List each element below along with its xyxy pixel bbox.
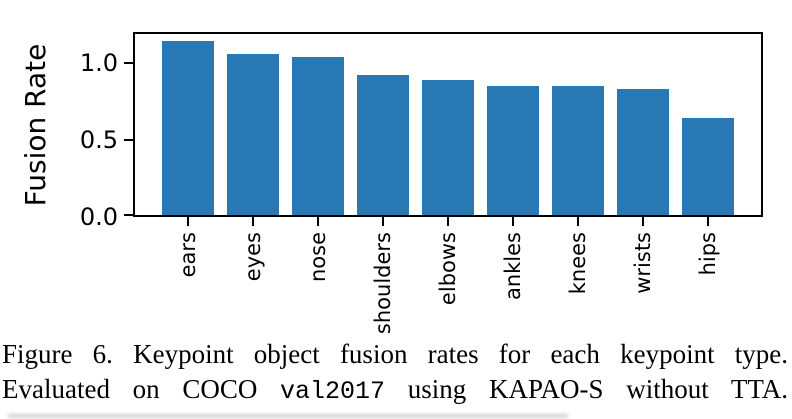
y-tick-0.5 [124, 138, 133, 141]
y-tick-1.0 [124, 61, 133, 64]
x-tick-elbows [447, 217, 449, 226]
plot-area [133, 32, 763, 217]
x-tick-label-shoulders: shoulders [371, 232, 395, 335]
bar-eyes [227, 53, 279, 217]
bar-wrists [617, 89, 669, 217]
y-tick-label-1.0: 1.0 [79, 48, 118, 77]
bar-nose [292, 56, 344, 217]
x-tick-ears [187, 217, 189, 226]
bar-elbows [422, 79, 474, 217]
caption-line-1: Figure 6. Keypoint object fusion rates f… [2, 339, 788, 369]
x-tick-label-wrists: wrists [631, 232, 655, 294]
x-tick-shoulders [382, 217, 384, 226]
caption-val2017-code: val2017 [280, 377, 386, 406]
y-tick-0.0 [124, 214, 133, 216]
x-tick-label-ankles: ankles [501, 232, 525, 301]
x-tick-hips [707, 217, 709, 226]
caption-line-2-suffix: using KAPAO-S without TTA. [385, 374, 788, 404]
x-tick-wrists [642, 217, 644, 226]
x-tick-label-nose: nose [306, 232, 330, 283]
x-tick-ankles [512, 217, 514, 226]
x-tick-label-knees: knees [566, 232, 590, 295]
y-tick-label-0.0: 0.0 [79, 203, 118, 231]
x-tick-nose [317, 217, 319, 226]
bar-hips [682, 118, 734, 217]
x-tick-label-hips: hips [696, 232, 720, 276]
cutoff-text-fragment [8, 414, 568, 418]
bar-knees [552, 85, 604, 217]
caption-line-2-prefix: Evaluated on COCO [2, 374, 281, 404]
x-tick-label-eyes: eyes [241, 232, 265, 282]
bar-ankles [487, 85, 539, 217]
x-tick-label-elbows: elbows [436, 232, 460, 306]
x-tick-knees [577, 217, 579, 226]
y-tick-label-0.5: 0.5 [79, 125, 118, 154]
figure-caption: Figure 6. Keypoint object fusion rates f… [2, 337, 788, 409]
bar-shoulders [357, 75, 409, 217]
x-tick-eyes [252, 217, 254, 226]
bar-ears [162, 41, 214, 217]
x-tick-label-ears: ears [176, 232, 200, 278]
caption-line-2: Evaluated on COCO val2017 using KAPAO-S … [2, 372, 788, 409]
